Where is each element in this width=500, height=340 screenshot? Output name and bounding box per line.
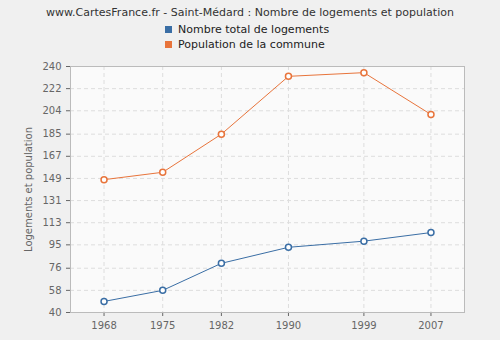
svg-text:113: 113: [42, 217, 61, 228]
svg-text:1968: 1968: [91, 320, 116, 331]
svg-text:76: 76: [49, 262, 62, 273]
svg-text:1990: 1990: [276, 320, 301, 331]
svg-text:1975: 1975: [150, 320, 175, 331]
svg-text:240: 240: [42, 61, 61, 72]
svg-text:167: 167: [42, 150, 61, 161]
svg-text:185: 185: [42, 128, 61, 139]
svg-text:95: 95: [49, 239, 62, 250]
svg-text:58: 58: [49, 285, 62, 296]
svg-text:Logements et population: Logements et population: [23, 127, 34, 252]
svg-text:40: 40: [49, 307, 62, 318]
svg-text:149: 149: [42, 173, 61, 184]
svg-text:222: 222: [42, 83, 61, 94]
html-text:Population de la commune: Population de la commune: [178, 38, 325, 51]
svg-text:204: 204: [42, 105, 61, 116]
svg-text:1999: 1999: [351, 320, 376, 331]
svg-text:131: 131: [42, 195, 61, 206]
html-text:www.CartesFrance.fr - Saint-Mé: www.CartesFrance.fr - Saint-Médard : Nom…: [46, 6, 454, 19]
html-text:Nombre total de logements: Nombre total de logements: [178, 23, 330, 36]
svg-text:2007: 2007: [418, 320, 443, 331]
svg-text:1982: 1982: [209, 320, 234, 331]
